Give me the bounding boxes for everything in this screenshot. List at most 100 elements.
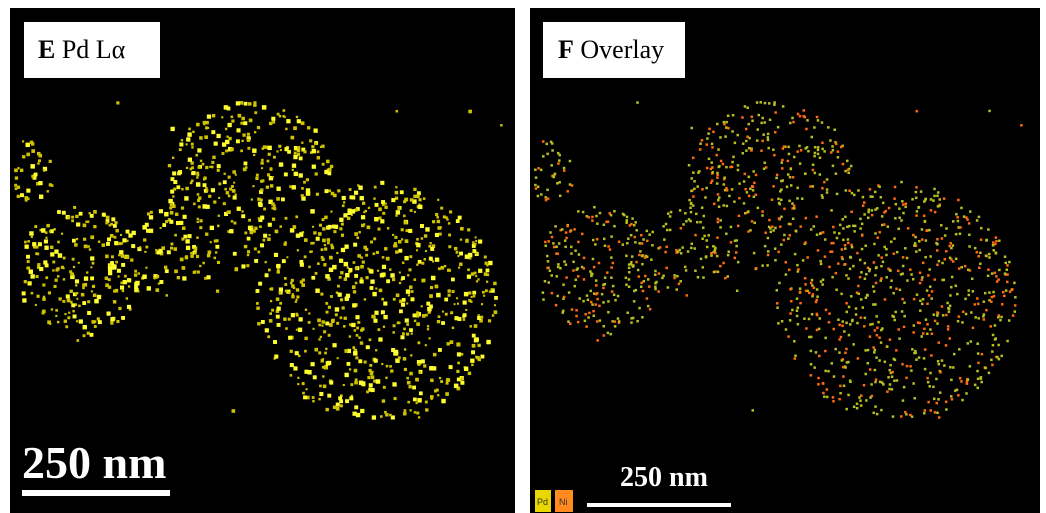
dot — [640, 282, 643, 285]
dot — [731, 161, 734, 164]
dot — [355, 315, 359, 319]
dot — [694, 269, 697, 272]
dot — [912, 331, 915, 334]
dot — [745, 128, 748, 131]
dot — [399, 272, 401, 274]
dot — [867, 211, 870, 214]
dot — [1004, 255, 1007, 258]
dot — [196, 182, 200, 186]
dot — [779, 225, 782, 228]
dot — [646, 297, 649, 300]
dot — [959, 233, 962, 236]
dot — [816, 295, 819, 298]
dot — [425, 408, 428, 411]
dot — [692, 171, 695, 174]
dot — [306, 388, 308, 390]
dot — [799, 162, 802, 165]
dot — [820, 263, 823, 266]
dot — [928, 229, 931, 232]
dot — [737, 164, 740, 167]
dot — [288, 336, 292, 340]
dot — [928, 268, 931, 271]
dot — [915, 250, 918, 253]
dot — [61, 266, 64, 269]
dot — [578, 253, 581, 256]
dot — [872, 303, 875, 306]
dot — [118, 307, 121, 310]
dot — [771, 226, 774, 229]
dot — [424, 234, 427, 237]
dot — [843, 330, 846, 333]
dot — [720, 160, 723, 163]
dot — [340, 271, 343, 274]
dot — [573, 285, 576, 288]
dot — [463, 313, 467, 317]
dot — [774, 227, 777, 230]
dot — [874, 405, 877, 408]
dot — [75, 279, 79, 283]
dot — [860, 316, 863, 319]
dot — [594, 243, 597, 246]
dot — [956, 389, 959, 392]
dot — [758, 114, 761, 117]
dot — [229, 229, 233, 233]
dot — [978, 267, 981, 270]
dot — [959, 226, 962, 229]
dot — [930, 354, 933, 357]
dot — [446, 218, 448, 220]
dot — [76, 292, 78, 294]
dot — [612, 262, 615, 265]
dot — [52, 261, 55, 264]
dot — [937, 360, 940, 363]
dot — [544, 241, 547, 244]
dot — [725, 126, 728, 129]
dot — [349, 188, 352, 191]
dot — [894, 186, 897, 189]
dot — [845, 408, 848, 411]
dot — [196, 176, 198, 178]
dot — [641, 263, 644, 266]
dot — [880, 277, 883, 280]
dot — [554, 173, 557, 176]
dot — [851, 192, 854, 195]
dot — [441, 321, 445, 325]
dot — [203, 121, 206, 124]
dot — [823, 395, 826, 398]
dot — [78, 262, 80, 264]
dot — [933, 195, 936, 198]
dot — [896, 251, 899, 254]
dot — [449, 210, 452, 213]
dot — [303, 150, 306, 153]
dot — [897, 328, 900, 331]
dot — [172, 157, 174, 159]
dot — [344, 373, 348, 377]
dot — [311, 250, 313, 252]
dot — [410, 409, 412, 411]
dot — [941, 359, 944, 362]
dot — [369, 269, 373, 273]
dot — [786, 186, 789, 189]
dot — [701, 206, 704, 209]
dot — [968, 234, 971, 237]
dot — [785, 261, 788, 264]
dot — [354, 191, 358, 195]
dot — [473, 295, 476, 298]
dot — [924, 220, 927, 223]
dot — [761, 210, 764, 213]
dot — [949, 257, 952, 260]
dot — [50, 252, 54, 256]
dot — [996, 280, 999, 283]
dot — [331, 246, 334, 249]
dot — [57, 241, 60, 244]
dot — [486, 273, 489, 276]
dot — [481, 303, 483, 305]
dot — [796, 197, 799, 200]
dot — [267, 173, 270, 176]
dot — [256, 306, 259, 309]
dot — [968, 294, 971, 297]
dot — [91, 290, 93, 292]
dot — [354, 232, 358, 236]
dot — [276, 150, 278, 152]
dot — [419, 371, 421, 373]
dot — [610, 333, 613, 336]
